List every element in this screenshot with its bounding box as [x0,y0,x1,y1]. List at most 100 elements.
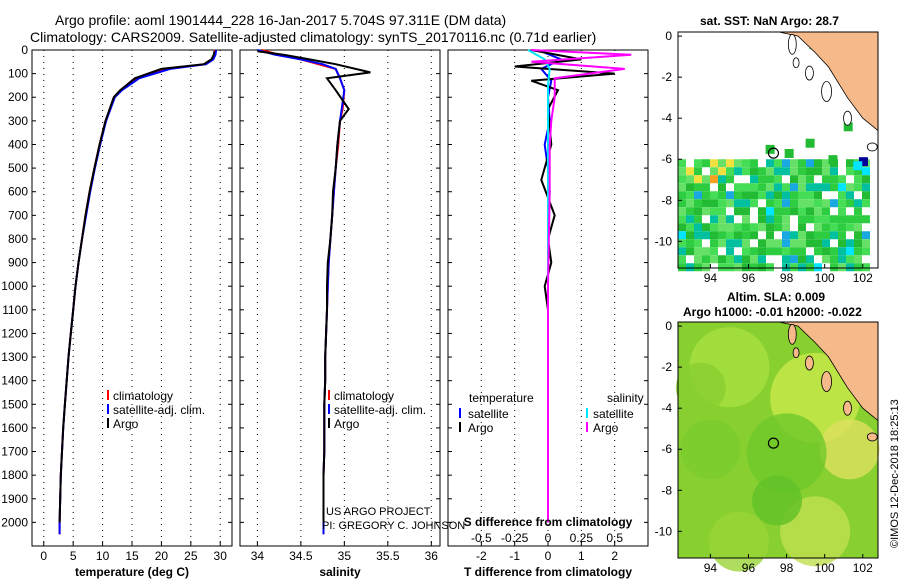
difference-legend-left-title: temperature [469,391,534,405]
sst-cell [822,223,830,232]
sst-cell [718,231,726,240]
sst-cell [686,207,694,216]
sst-cell [806,215,814,224]
depth-tick-label: 600 [8,185,28,199]
salinity-xtick-label: 36 [425,549,439,563]
sst-cell [686,183,694,192]
sst-cell [854,239,862,248]
sst-cell [814,263,822,272]
sst-cell [838,231,846,240]
sst-cell [846,191,854,200]
sst-cell [798,175,806,184]
sst-cell [750,183,758,192]
sst-cell [798,207,806,216]
sst-cell [846,223,854,232]
sst-cell [734,191,742,200]
sst-cell [678,175,686,184]
difference-legend-left-swatch [459,408,461,418]
sst-cell [782,255,790,264]
sst-cell [678,191,686,200]
sla-map-argo-marker [767,437,780,449]
sst-map-island [866,142,878,152]
sdiff-tick-label: -0.5 [471,531,492,545]
sst-map-ytick-label: -6 [661,152,672,166]
sst-cell [734,223,742,232]
sst-cell [750,255,758,264]
sst-cell [846,183,854,192]
depth-tick-label: 1400 [1,374,28,388]
temperature-legend-swatch [107,404,109,414]
sst-cell [734,167,742,176]
sst-cell [838,263,846,272]
sdiff-tick-label: 0 [545,531,552,545]
sst-cell [750,231,758,240]
sst-cell [694,183,702,192]
sst-cell [814,183,822,192]
sst-cell [828,155,838,165]
sst-cell [694,231,702,240]
sst-cell [694,239,702,248]
temperature-series-climatology [58,49,216,535]
depth-tick-label: 0 [21,43,28,57]
sst-cell [702,255,710,264]
sst-cell [782,247,790,256]
sst-cell [782,159,790,168]
sst-cell [766,175,774,184]
pi-credit: PI: GREGORY C. JOHNSON [322,520,466,532]
sst-cell [822,183,830,192]
sst-cell [806,239,814,248]
sst-cell [678,207,686,216]
difference-xtick-label: 2 [611,549,618,563]
temperature-legend-swatch [107,390,109,400]
temperature-legend-label: climatology [113,389,173,403]
difference-xtick-label: -2 [476,549,487,563]
sst-cell [750,159,758,168]
title-line-1: Argo profile: aoml 1901444_228 16-Jan-20… [55,12,507,28]
temperature-legend-swatch [107,418,109,428]
sst-cell [854,263,862,272]
sst-cell [758,255,766,264]
sla-map: 94 96 98 100 102 0 -2 -4 -6 -8 -10 [655,319,880,575]
difference-legend-right-title: salinity [607,391,644,405]
sla-map-frame [677,321,879,559]
sst-cell [742,239,750,248]
sst-cell [702,159,710,168]
difference-legend-right-swatch [586,422,588,432]
sst-cell [838,215,846,224]
sst-cell [766,207,774,216]
sst-map-ytick-label: -4 [661,111,672,125]
sst-cell [710,223,718,232]
sla-map-subtitle: Argo h1000: -0.01 h2000: -0.022 [683,305,862,319]
sst-cell [838,183,846,192]
sst-cell [862,263,870,272]
difference-xlabel: T difference from climatology [464,565,632,579]
salinity-xtick-label: 34.5 [289,549,313,563]
sst-cell [822,215,830,224]
salinity-xtick-label: 35 [338,549,352,563]
sst-cell [784,148,794,158]
temperature-series-argo [58,51,216,523]
depth-tick-label: 900 [8,256,28,270]
sst-cell [734,255,742,264]
sst-cell [710,231,718,240]
sst-map-ytick-label: -10 [655,234,673,248]
sst-cell [686,199,694,208]
sst-cell [774,207,782,216]
sst-map-argo-marker [767,147,780,159]
sst-cell [734,231,742,240]
sst-cell [734,183,742,192]
sst-cell [806,183,814,192]
sst-cell [766,215,774,224]
sst-cell [766,199,774,208]
sst-map-xtick-label: 94 [704,271,718,285]
sst-map-xtick-label: 102 [853,271,873,285]
sla-map-ytick-label: -10 [655,524,673,538]
difference-series-s-satellite [527,49,551,523]
sst-cell [718,255,726,264]
difference-legend-left-label: satellite [468,407,509,421]
sst-cell [694,207,702,216]
sst-cell [686,215,694,224]
sst-cell [726,159,734,168]
sst-cell [686,239,694,248]
